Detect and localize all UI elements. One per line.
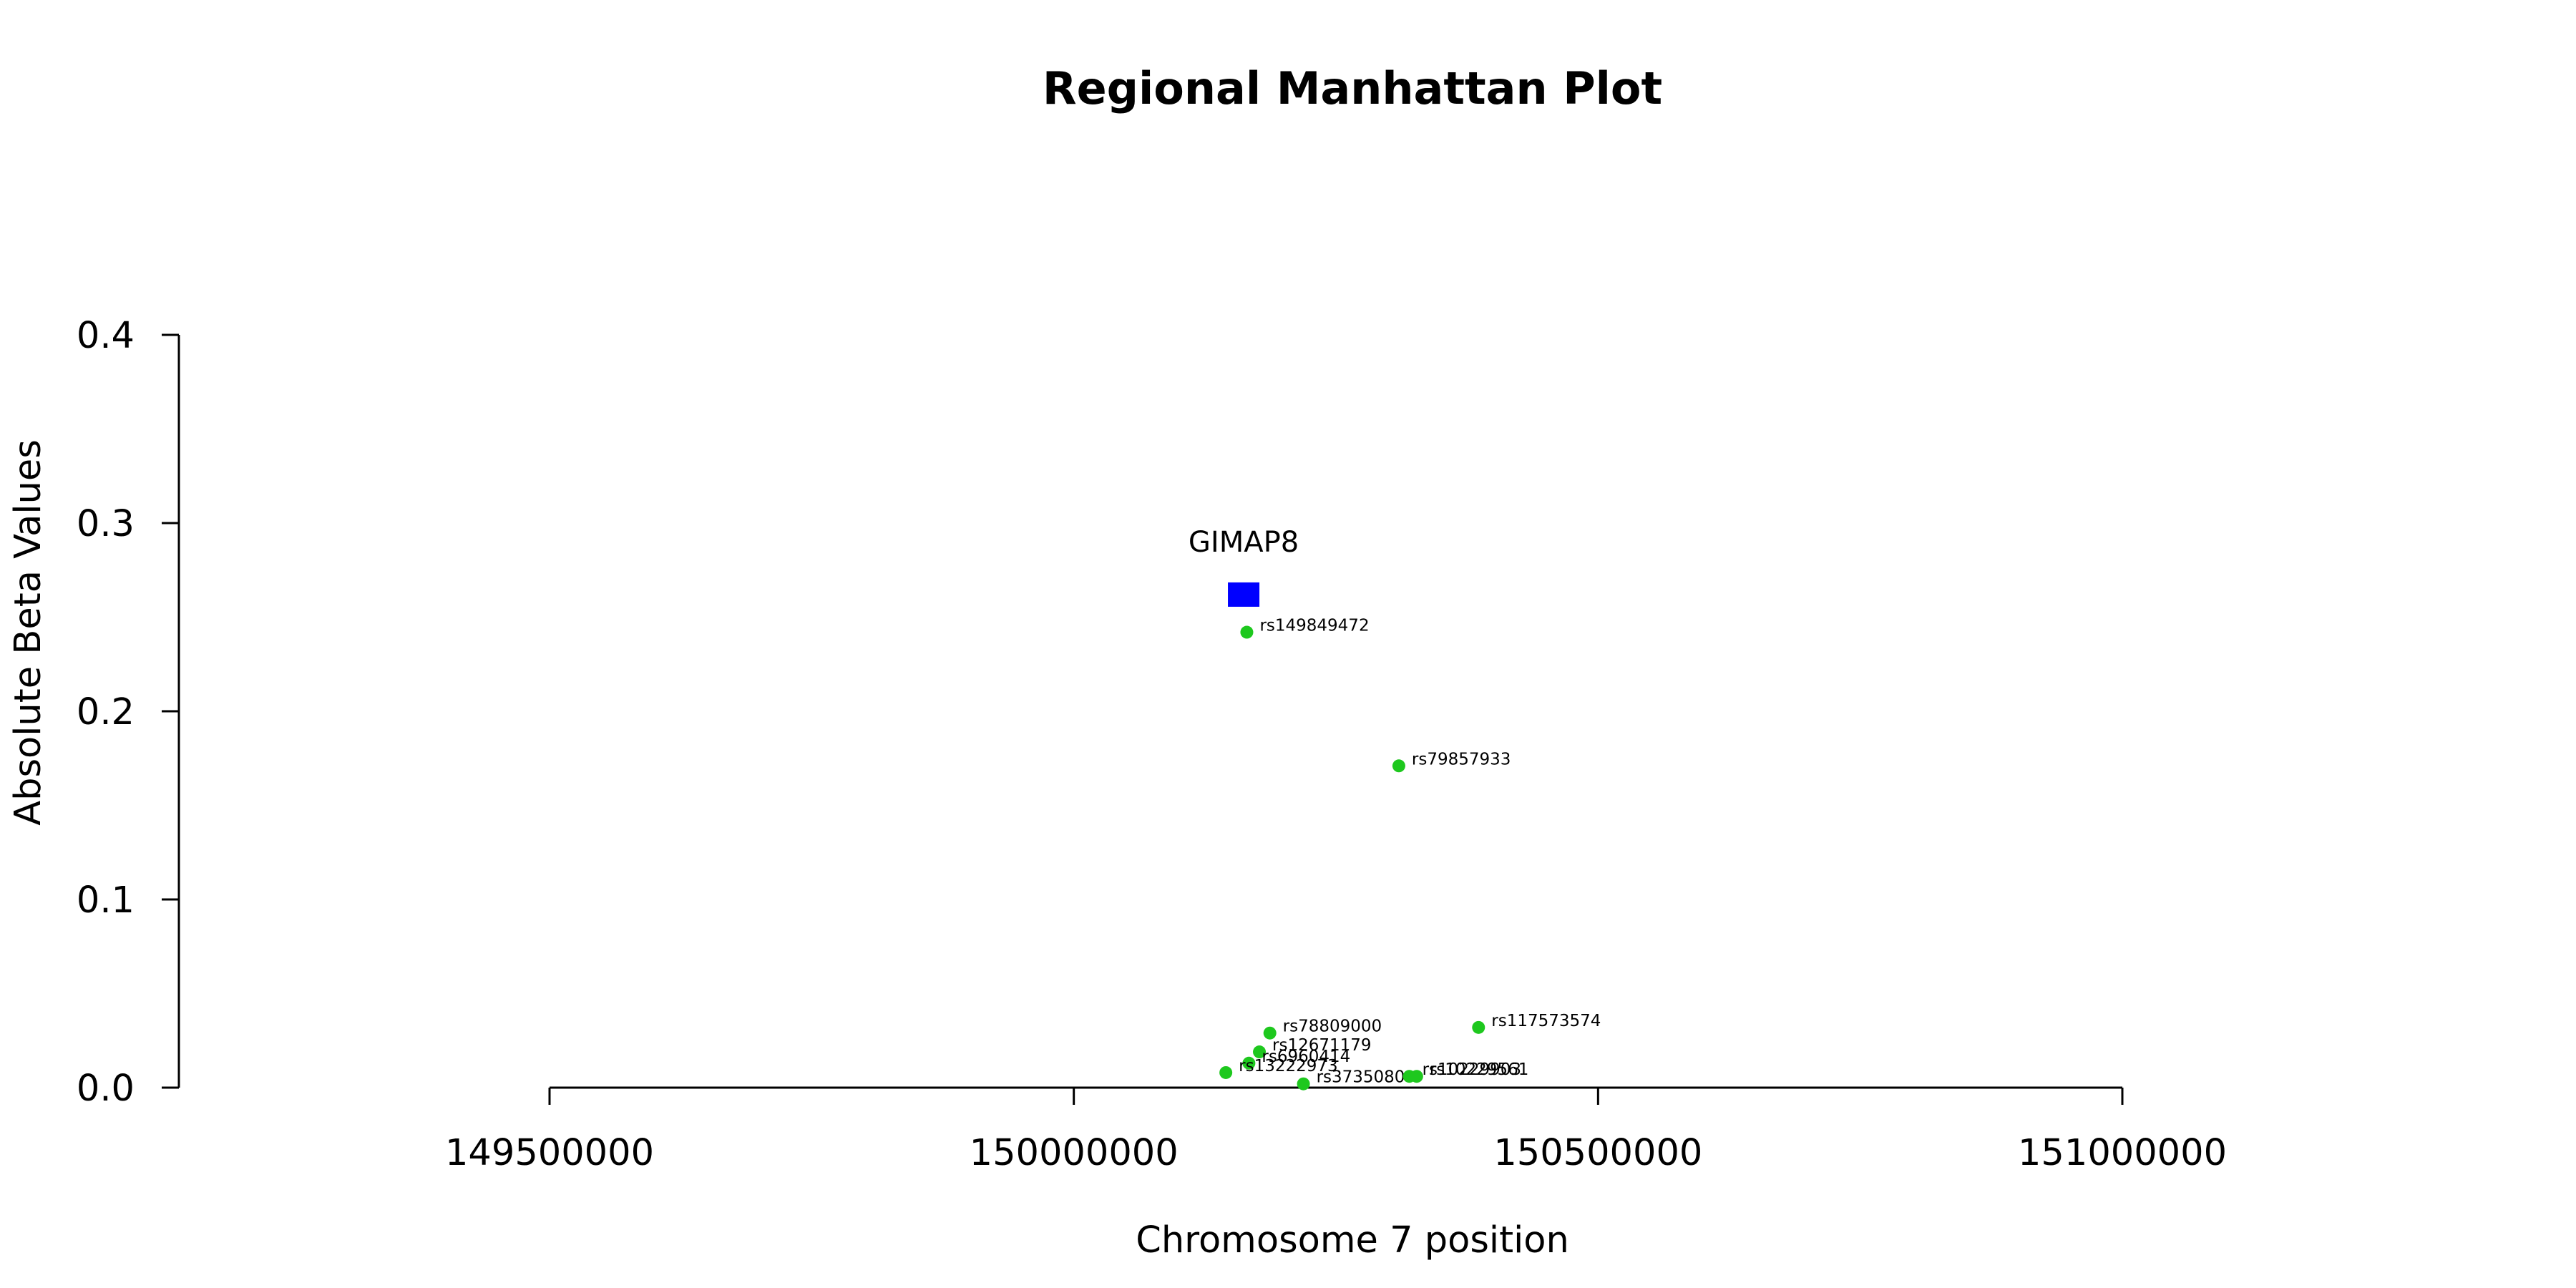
chart-title: Regional Manhattan Plot (1043, 62, 1662, 114)
gene-marker (1228, 582, 1260, 607)
snp-label: rs117573574 (1491, 1012, 1601, 1030)
snp-label: rs3735080 (1317, 1068, 1405, 1087)
snp-point (1472, 1020, 1485, 1034)
snp-point (1297, 1077, 1310, 1091)
y-tick-label: 0.4 (77, 315, 135, 357)
snp-label: rs6960414 (1262, 1048, 1350, 1066)
snp-point (1242, 1056, 1256, 1070)
x-tick-label: 151000000 (2018, 1132, 2227, 1174)
y-tick-label: 0.2 (77, 691, 135, 733)
snp-point (1410, 1070, 1423, 1083)
x-tick-label: 150000000 (970, 1132, 1179, 1174)
y-tick-label: 0.1 (77, 879, 135, 922)
snp-point (1263, 1026, 1277, 1040)
snp-point (1253, 1045, 1267, 1059)
snp-points: rs149849472 rs79857933 rs117573574 rs788090… (1219, 617, 1601, 1091)
snp-label: rs79857933 (1412, 750, 1511, 769)
x-tick-label: 150500000 (1493, 1132, 1702, 1174)
snp-label: rs149849472 (1259, 617, 1369, 635)
snp-point (1240, 625, 1254, 639)
snp-label: rs10229903 (1423, 1060, 1522, 1079)
x-axis-label: Chromosome 7 position (1136, 1219, 1569, 1262)
snp-label: rs78809000 (1283, 1018, 1382, 1036)
y-axis-label: Absolute Beta Values (7, 439, 49, 826)
snp-label: rs13222973 (1239, 1057, 1338, 1075)
x-axis-ticks: 149500000 150000000 150500000 151000000 (445, 1088, 2227, 1174)
snp-point (1392, 759, 1405, 773)
snp-label: rs12671179 (1272, 1036, 1372, 1055)
y-tick-label: 0.3 (77, 503, 135, 545)
gene-markers: GIMAP8 (1189, 526, 1299, 607)
gene-label: GIMAP8 (1189, 526, 1299, 559)
x-tick-label: 149500000 (445, 1132, 654, 1174)
snp-label: rs10229561 (1430, 1060, 1529, 1079)
y-tick-label: 0.0 (77, 1068, 135, 1110)
snp-point (1219, 1065, 1233, 1079)
y-axis-ticks: 0.0 0.1 0.2 0.3 0.4 (77, 315, 179, 1110)
